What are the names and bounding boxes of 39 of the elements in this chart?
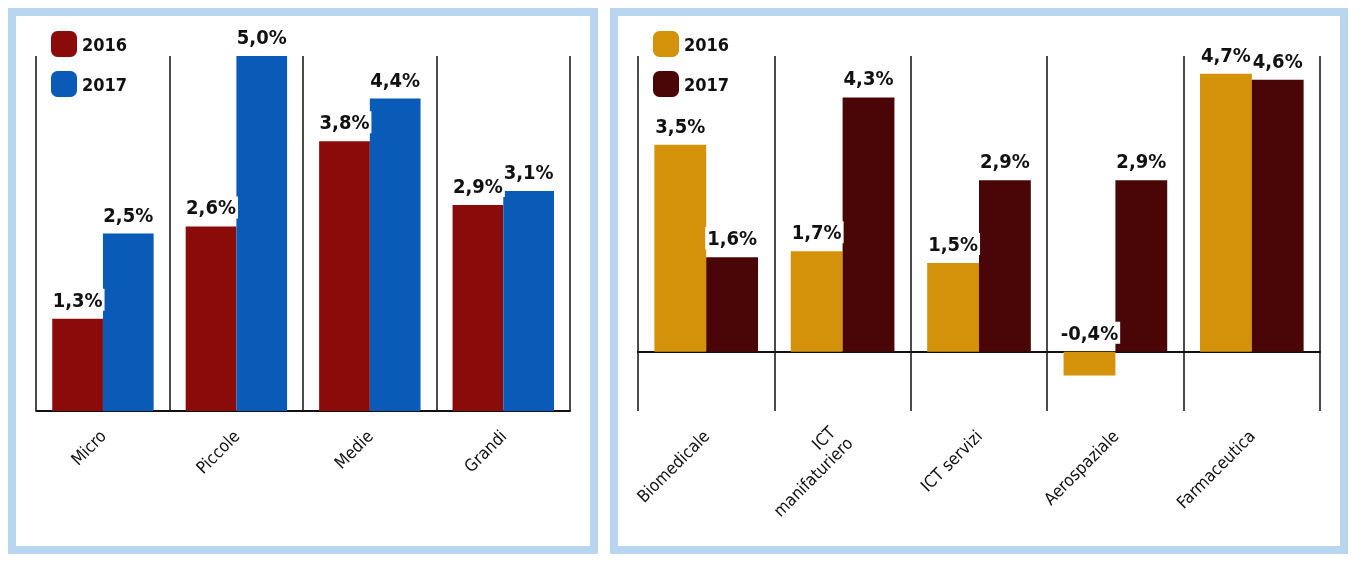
bar [52,318,103,411]
data-label: 2,9% [1116,149,1167,174]
data-label: 1,5% [928,232,979,257]
bar [503,190,554,411]
bar [319,141,370,411]
bar [790,251,843,352]
bar [842,97,895,352]
legend-label: 2017 [82,73,128,95]
bar [654,144,707,352]
legend-label: 2016 [82,33,128,55]
data-label: 2,9% [452,174,503,199]
data-label: 3,8% [319,110,370,135]
bar [102,233,154,411]
bar [236,56,288,411]
legend-label: 2017 [684,73,730,95]
data-label: 2,6% [186,195,236,220]
data-label: 1,6% [707,226,758,251]
data-label: 4,4% [370,67,421,92]
data-label: 2,5% [103,202,154,227]
data-label: 2,9% [979,149,1030,174]
bar [369,98,421,411]
legend-label: 2016 [684,33,730,55]
data-label: 1,7% [791,220,842,245]
bar [927,263,979,352]
data-label: 4,3% [843,66,894,91]
bar [452,205,504,411]
bar [1251,79,1304,352]
bar [979,180,1031,352]
data-label: 3,1% [503,159,554,184]
data-label: 5,0% [236,25,287,49]
data-label: -0,4% [1060,320,1119,345]
bar [1199,73,1252,352]
bar [1063,351,1116,376]
data-label: 3,5% [655,113,706,138]
data-label: 4,6% [1252,48,1303,73]
bar [185,226,237,411]
bar [706,257,759,352]
data-label: 1,3% [52,287,103,312]
data-label: 4,7% [1200,42,1251,67]
